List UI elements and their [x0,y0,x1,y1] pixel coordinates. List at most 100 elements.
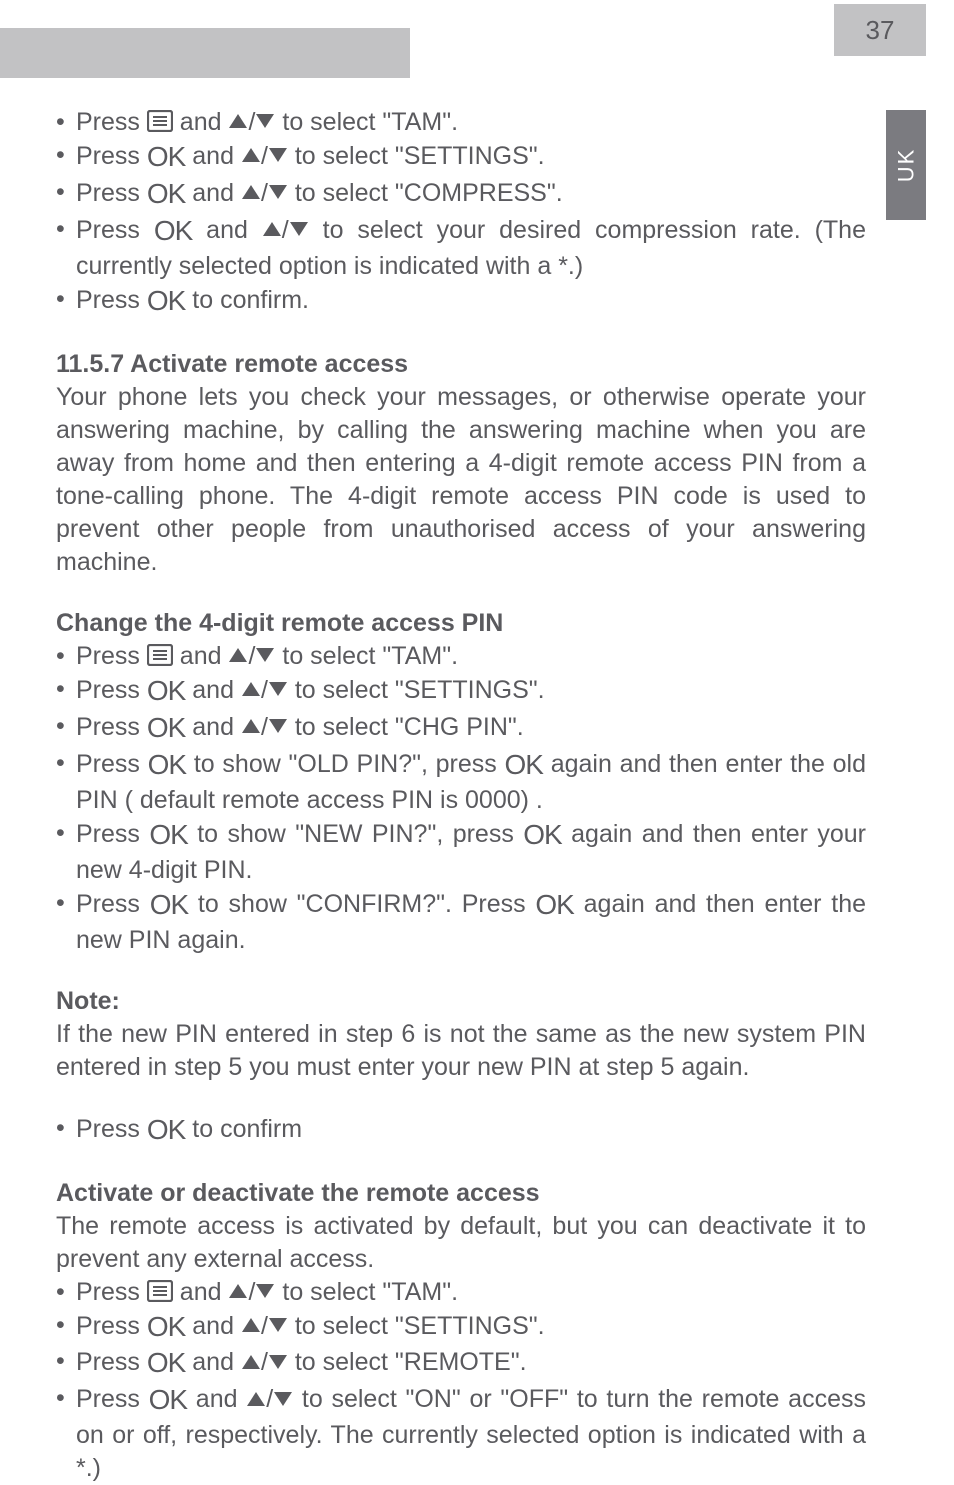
page-number: 37 [834,4,926,56]
list-item-text: Press OK and / to select "SETTINGS". [76,139,866,176]
ok-icon: OK [147,176,185,213]
text-fragment: Press [76,1349,147,1377]
ok-icon: OK [149,1382,187,1419]
ok-icon: OK [147,1345,185,1382]
text-fragment: Press [76,1312,147,1340]
section-d-body: If the new PIN entered in step 6 is not … [56,1018,866,1084]
text-fragment: to show "NEW PIN?", press [188,820,523,848]
section-d-heading: Note: [56,985,866,1018]
bullet-marker: • [56,176,76,209]
bullet-marker: • [56,1112,76,1145]
ok-icon: OK [149,817,187,854]
section-c-heading: Change the 4-digit remote access PIN [56,607,866,640]
down-triangle-icon [268,1317,288,1333]
slash-text: / [248,108,255,136]
section-e-heading: Activate or deactivate the remote access [56,1177,866,1210]
list-item: •Press OK and / to select "ON" or "OFF" … [56,1382,866,1485]
ok-icon: OK [523,817,561,854]
list-item-text: Press OK to confirm [76,1112,866,1149]
ok-icon: OK [147,283,185,320]
down-triangle-icon [268,681,288,697]
text-fragment: Press [76,286,147,314]
bullet-marker: • [56,887,76,920]
bullet-marker: • [56,1382,76,1415]
region-tab-label: UK [893,148,919,183]
list-item: •Press OK to show "NEW PIN?", press OK a… [56,817,866,887]
list-item: •Press OK and / to select your desired c… [56,213,866,283]
text-fragment: to select "CHG PIN". [288,713,524,741]
bullet-marker: • [56,817,76,850]
list-item-text: Press OK and / to select your desired co… [76,213,866,283]
section-d-confirm: •Press OK to confirm [56,1112,866,1149]
list-item: •Press OK to show "CONFIRM?". Press OK a… [56,887,866,957]
text-fragment: and [185,142,241,170]
down-triangle-icon [289,221,309,237]
list-item-text: Press and / to select "TAM". [76,1276,866,1309]
text-fragment: to select "REMOTE". [288,1349,527,1377]
text-fragment: Press [76,676,147,704]
up-triangle-icon [241,718,261,734]
up-triangle-icon [241,1354,261,1370]
text-fragment: Press [76,142,147,170]
text-fragment: Press [76,179,147,207]
list-item-text: Press and / to select "TAM". [76,106,866,139]
up-triangle-icon [228,113,248,129]
up-triangle-icon [241,184,261,200]
ok-icon: OK [147,1309,185,1346]
slash-text: / [261,676,268,704]
up-triangle-icon [246,1391,266,1407]
text-fragment: and [185,713,241,741]
bullet-marker: • [56,139,76,172]
ok-icon: OK [147,710,185,747]
text-fragment: Press [76,108,147,136]
text-fragment: and [173,1278,229,1306]
text-fragment: Press [76,1278,147,1306]
list-item: •Press OK to show "OLD PIN?", press OK a… [56,747,866,817]
text-fragment: to select "SETTINGS". [288,1312,545,1340]
list-item-text: Press OK and / to select "ON" or "OFF" t… [76,1382,866,1485]
slash-text: / [261,1349,268,1377]
slash-text: / [248,642,255,670]
text-fragment: to select "TAM". [275,108,458,136]
region-tab: UK [886,110,926,220]
list-item-text: Press OK and / to select "COMPRESS". [76,176,866,213]
menu-icon [147,644,173,666]
section-e-list: •Press and / to select "TAM".•Press OK a… [56,1276,866,1485]
list-item-text: Press OK to show "NEW PIN?", press OK ag… [76,817,866,887]
list-item-text: Press OK to show "CONFIRM?". Press OK ag… [76,887,866,957]
down-triangle-icon [255,113,275,129]
down-triangle-icon [268,184,288,200]
menu-icon [147,110,173,132]
up-triangle-icon [228,647,248,663]
ok-icon: OK [147,139,185,176]
list-item: •Press OK and / to select "SETTINGS". [56,673,866,710]
bullet-marker: • [56,673,76,706]
ok-icon: OK [150,887,188,924]
slash-text: / [261,713,268,741]
down-triangle-icon [273,1391,293,1407]
bullet-marker: • [56,710,76,743]
down-triangle-icon [268,1354,288,1370]
list-item: •Press and / to select "TAM". [56,1276,866,1309]
section-e-body: The remote access is activated by defaul… [56,1210,866,1276]
section-a-list: •Press and / to select "TAM".•Press OK a… [56,106,866,320]
text-fragment: and [185,676,241,704]
up-triangle-icon [228,1283,248,1299]
down-triangle-icon [268,147,288,163]
down-triangle-icon [268,718,288,734]
text-fragment: and [185,1349,241,1377]
slash-text: / [261,1312,268,1340]
text-fragment: to confirm [185,1115,302,1143]
text-fragment: and [192,216,262,244]
slash-text: / [261,142,268,170]
text-fragment: Press [76,1386,149,1414]
list-item: •Press and / to select "TAM". [56,106,866,139]
text-fragment: Press [76,713,147,741]
text-fragment: Press [76,1115,147,1143]
slash-text: / [282,216,289,244]
text-fragment: Press [76,216,154,244]
up-triangle-icon [241,681,261,697]
list-item: •Press OK to confirm [56,1112,866,1149]
bullet-marker: • [56,1276,76,1309]
ok-icon: OK [505,747,543,784]
